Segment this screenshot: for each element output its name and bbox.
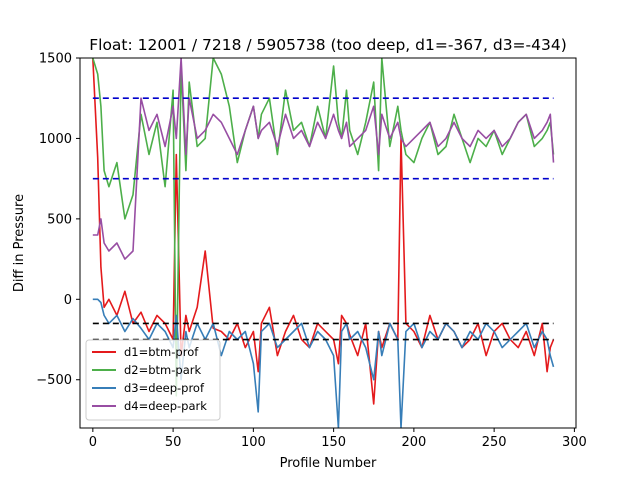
x-tick-label: 0	[89, 435, 97, 450]
series-line-1	[92, 58, 555, 405]
y-tick-label: 500	[47, 212, 72, 227]
x-tick-label: 250	[482, 435, 507, 450]
legend-label: d3=deep-prof	[124, 381, 205, 395]
legend-box	[85, 339, 221, 421]
y-tick-label: 1500	[39, 52, 72, 67]
series-line-4	[92, 58, 555, 260]
y-tick-label: −500	[36, 373, 72, 388]
plot-area	[92, 58, 555, 428]
chart-title: Float: 12001 / 7218 / 5905738 (too deep,…	[89, 36, 567, 54]
x-tick-label: 200	[401, 435, 426, 450]
y-tick-label: 0	[64, 293, 72, 308]
x-axis-label: Profile Number	[280, 456, 377, 471]
legend-label: d1=btm-prof	[124, 345, 199, 359]
x-tick-label: 300	[562, 435, 587, 450]
legend-label: d2=btm-park	[124, 363, 201, 377]
x-tick-label: 150	[321, 435, 346, 450]
y-tick-label: 1000	[39, 132, 72, 147]
axes-frame	[79, 57, 577, 429]
y-axis-label: Diff in Pressure	[12, 194, 27, 292]
legend-label: d4=deep-park	[124, 399, 207, 413]
x-tick-label: 100	[241, 435, 266, 450]
legend: d1=btm-prof d2=btm-park d3=deep-prof d4=dee…	[85, 339, 221, 421]
x-tick-label: 50	[165, 435, 182, 450]
axis-ticks: 0 50 100 150 200 250 300 −500 0 500 1000 1500	[36, 52, 587, 451]
